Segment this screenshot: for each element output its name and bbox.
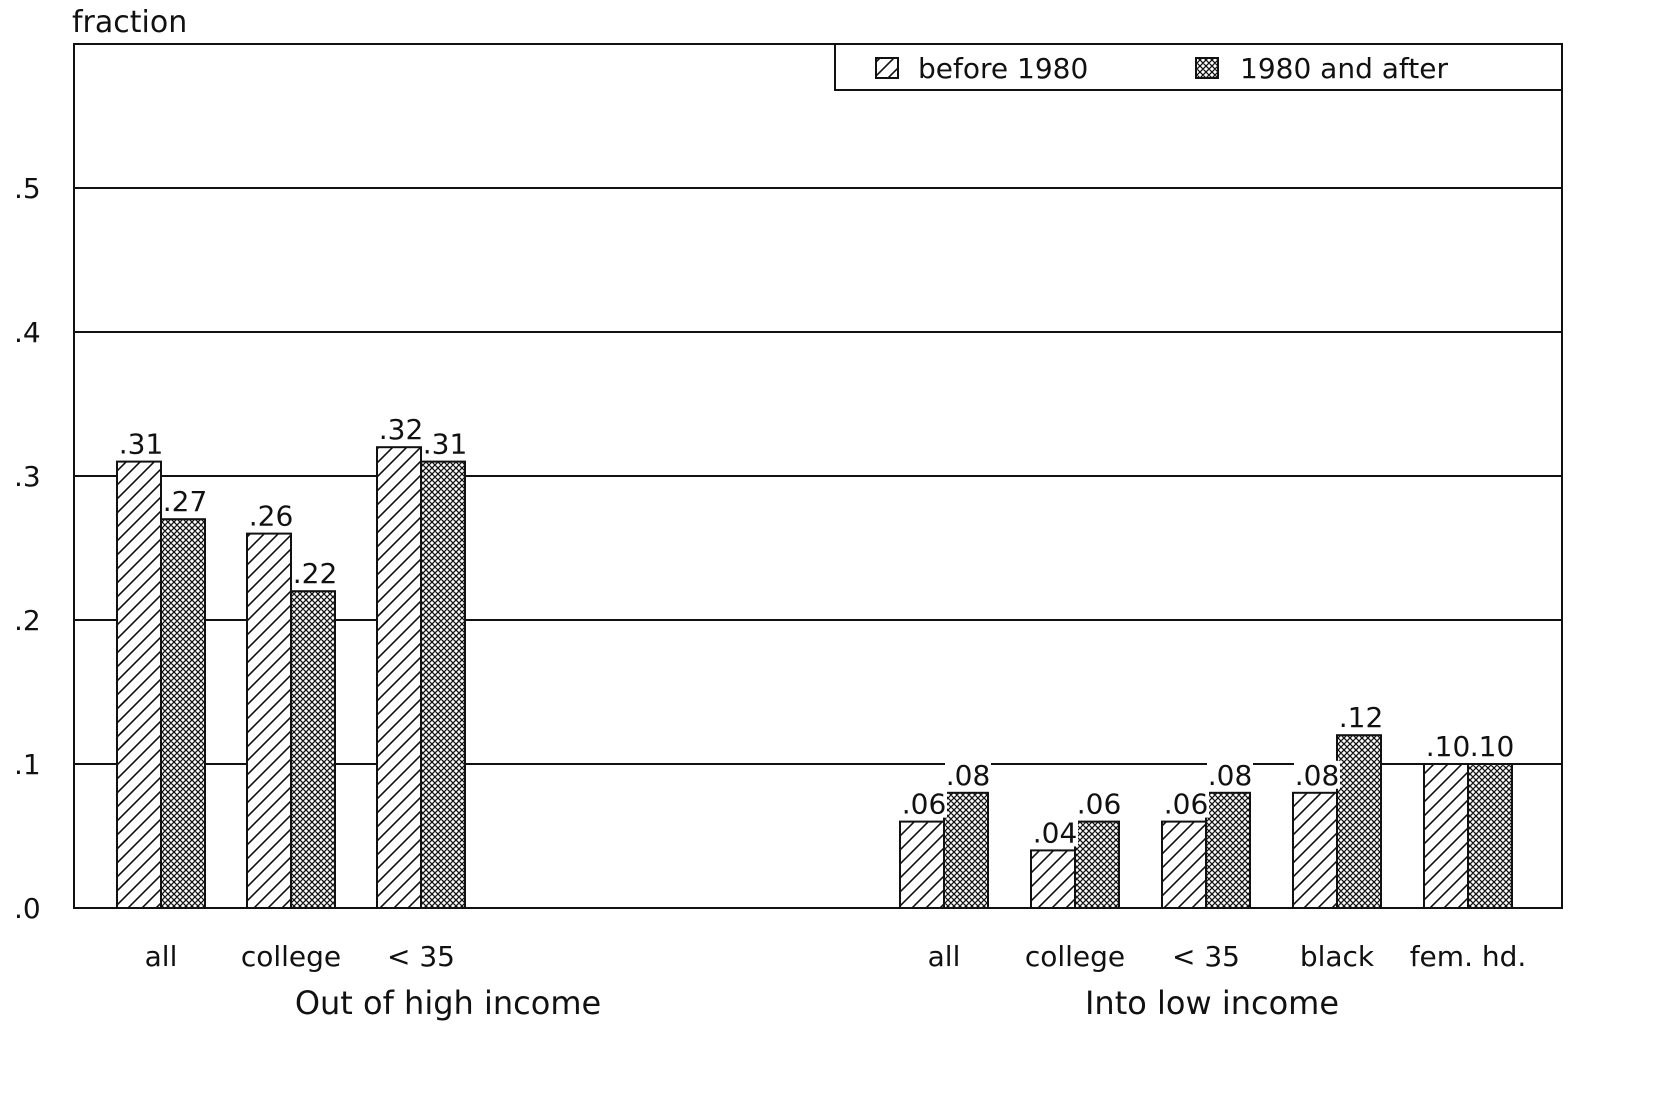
y-axis-title: fraction	[72, 5, 187, 40]
data-label: .26	[249, 500, 294, 533]
bar	[1292, 791, 1338, 909]
y-tick-label: .4	[14, 316, 41, 349]
y-tick-label: .2	[14, 604, 41, 637]
bar	[246, 532, 292, 909]
data-label-bg	[1207, 760, 1253, 789]
bar	[116, 460, 162, 909]
legend-swatch	[1195, 57, 1219, 79]
data-label: .08	[1295, 759, 1340, 792]
axes: .0 .1 .2 .3 .4 .5 fraction	[14, 5, 1563, 925]
bar	[420, 460, 466, 909]
data-label: .10	[1470, 730, 1515, 763]
legend-label: 1980 and after	[1240, 52, 1448, 85]
bar	[376, 446, 422, 909]
group-label: Into low income	[1085, 984, 1339, 1022]
category-label: college	[1025, 940, 1125, 973]
data-label-bg	[248, 501, 294, 530]
data-label: .27	[163, 485, 208, 518]
group-label: Out of high income	[295, 984, 601, 1022]
bar	[1161, 820, 1207, 909]
data-label: .12	[1339, 701, 1384, 734]
data-label: .04	[1033, 816, 1078, 849]
category-label: < 35	[387, 940, 455, 973]
plot-frame	[73, 43, 1563, 909]
data-label: .08	[946, 759, 991, 792]
data-label-bg	[1338, 703, 1384, 732]
bar	[1336, 734, 1382, 910]
y-tick-label: .5	[14, 172, 41, 205]
data-label-bg	[162, 487, 208, 516]
data-label-bg	[1469, 732, 1515, 760]
data-label-bg	[118, 429, 164, 458]
data-label: .32	[379, 413, 424, 446]
bar	[1423, 763, 1469, 909]
data-label-bg	[945, 760, 991, 789]
category-label: < 35	[1172, 940, 1240, 973]
data-label-bg	[901, 789, 947, 818]
data-label-bg	[378, 415, 424, 444]
data-label: .06	[902, 788, 947, 821]
bar	[290, 590, 336, 909]
legend-swatch	[875, 57, 899, 79]
legend: before 1980 1980 and after	[834, 43, 1563, 91]
data-label-bg	[1294, 760, 1340, 789]
data-label: .06	[1077, 788, 1122, 821]
bar	[899, 820, 945, 909]
bar	[1205, 791, 1251, 909]
data-label-bg	[1032, 818, 1078, 847]
y-tick-label: .3	[14, 460, 41, 493]
data-label: .06	[1164, 788, 1209, 821]
bar	[1030, 849, 1076, 910]
bar	[1467, 763, 1513, 909]
category-label: college	[241, 940, 341, 973]
category-label: all	[145, 940, 178, 973]
data-label: .22	[293, 557, 338, 590]
bars	[116, 446, 1513, 910]
bar	[1074, 820, 1120, 909]
data-label-bg	[1076, 789, 1122, 818]
legend-label: before 1980	[918, 52, 1088, 85]
data-label: .08	[1208, 759, 1253, 792]
data-label-bg	[1163, 789, 1209, 818]
data-label: .31	[423, 428, 468, 461]
data-label-bg	[292, 559, 338, 588]
category-label: black	[1300, 940, 1375, 973]
y-tick-label: .1	[14, 748, 41, 781]
category-label: all	[928, 940, 961, 973]
data-label-bg	[1425, 732, 1471, 760]
data-label-bg	[422, 429, 468, 458]
bar	[160, 518, 206, 909]
data-label: .10	[1426, 730, 1471, 763]
data-label: .31	[119, 428, 164, 461]
bar	[943, 791, 989, 909]
category-label: fem. hd.	[1410, 940, 1527, 973]
y-tick-label: .0	[14, 892, 41, 925]
